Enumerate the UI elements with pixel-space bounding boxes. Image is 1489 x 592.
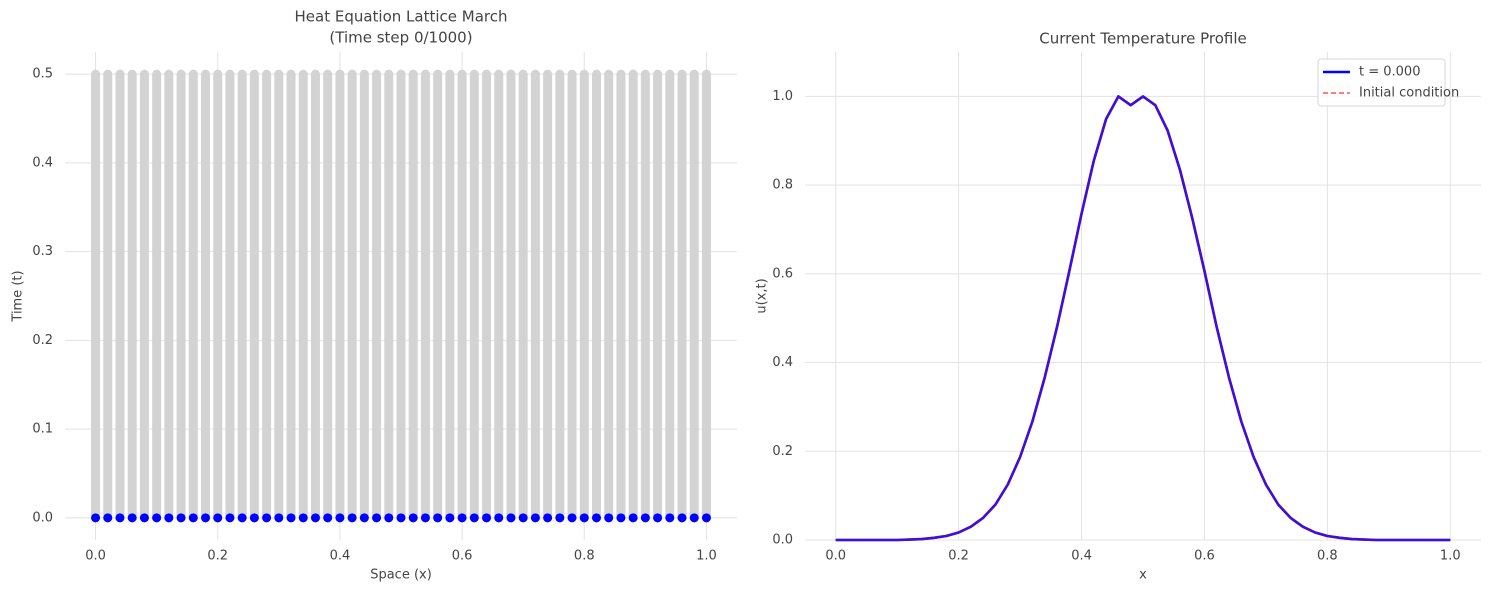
current-point <box>274 513 284 523</box>
y-axis-label: Time (t) <box>11 270 26 322</box>
current-point <box>347 513 357 523</box>
current-point <box>567 513 577 523</box>
current-point <box>201 513 211 523</box>
chart-title: Current Temperature Profile <box>1039 30 1247 48</box>
current-point <box>628 513 638 523</box>
lattice-columns <box>91 69 711 523</box>
current-point <box>604 513 614 523</box>
x-tick-label: 1.0 <box>1440 549 1461 564</box>
current-point <box>653 513 663 523</box>
current-point <box>396 513 406 523</box>
x-tick-label: 0.6 <box>1194 549 1215 564</box>
x-tick-label: 0.2 <box>207 549 228 564</box>
x-tick-label: 0.0 <box>825 549 846 564</box>
temperature-profile-chart: 0.0 0.2 0.4 0.6 0.8 1.0 0.0 0.2 0.4 0.6 0.8 1.0 Curr… <box>755 30 1481 583</box>
y-tick-label: 0.2 <box>772 444 793 459</box>
current-point <box>262 513 272 523</box>
current-point <box>420 513 430 523</box>
current-point <box>359 513 369 523</box>
y-tick-label: 0.2 <box>32 333 53 348</box>
chart-title: Heat Equation Lattice March <box>295 8 508 26</box>
y-tick-label: 0.5 <box>32 67 53 82</box>
lattice-march-chart: 0.0 0.2 0.4 0.6 0.8 1.0 0.0 0.1 0.2 0.3 0.4 0.5 Heat… <box>11 8 737 583</box>
current-point <box>213 513 223 523</box>
profile-overlap-line <box>835 95 1451 542</box>
current-point <box>677 513 687 523</box>
y-tick-label: 0.3 <box>32 244 53 259</box>
current-point <box>579 513 589 523</box>
legend: t = 0.000 Initial condition <box>1317 58 1459 107</box>
y-tick-label: 0.0 <box>772 533 793 548</box>
current-point <box>176 513 186 523</box>
grid-lines <box>805 52 1481 541</box>
current-point <box>372 513 382 523</box>
current-point <box>91 513 101 523</box>
current-point <box>164 513 174 523</box>
x-tick-label: 0.8 <box>1317 549 1338 564</box>
current-point <box>115 513 125 523</box>
x-tick-label: 0.8 <box>574 549 595 564</box>
current-point <box>103 513 113 523</box>
y-tick-label: 1.0 <box>772 89 793 104</box>
current-point <box>188 513 198 523</box>
x-axis-label: Space (x) <box>370 568 432 583</box>
x-tick-label: 0.6 <box>452 549 473 564</box>
y-tick-label: 0.6 <box>772 266 793 281</box>
current-point <box>530 513 540 523</box>
x-tick-label: 0.0 <box>85 549 106 564</box>
current-point <box>127 513 137 523</box>
current-point <box>482 513 492 523</box>
current-time-row <box>91 513 711 523</box>
current-point <box>237 513 247 523</box>
chart-title: (Time step 0/1000) <box>329 29 472 47</box>
current-point <box>433 513 443 523</box>
current-point <box>518 513 528 523</box>
legend-label: Initial condition <box>1359 86 1459 101</box>
current-point <box>543 513 553 523</box>
current-point <box>555 513 565 523</box>
x-tick-label: 0.4 <box>330 549 351 564</box>
legend-label: t = 0.000 <box>1359 65 1420 80</box>
current-point <box>310 513 320 523</box>
current-point <box>408 513 418 523</box>
y-tick-label: 0.0 <box>32 510 53 525</box>
current-point <box>335 513 345 523</box>
current-point <box>701 513 711 523</box>
current-point <box>591 513 601 523</box>
x-tick-label: 0.2 <box>948 549 969 564</box>
y-tick-label: 0.1 <box>32 422 53 437</box>
current-point <box>689 513 699 523</box>
current-point <box>494 513 504 523</box>
y-axis-label: u(x,t) <box>755 278 770 313</box>
current-point <box>139 513 149 523</box>
x-tick-label: 1.0 <box>696 549 717 564</box>
y-tick-label: 0.8 <box>772 178 793 193</box>
current-point <box>225 513 235 523</box>
x-tick-label: 0.4 <box>1071 549 1092 564</box>
initial-condition-line <box>835 95 1451 541</box>
current-point <box>457 513 467 523</box>
current-point <box>665 513 675 523</box>
current-point <box>469 513 479 523</box>
current-point <box>323 513 333 523</box>
current-point <box>640 513 650 523</box>
current-point <box>152 513 162 523</box>
current-point <box>616 513 626 523</box>
x-axis-label: x <box>1139 568 1147 583</box>
current-point <box>506 513 516 523</box>
current-point <box>249 513 259 523</box>
current-profile-line <box>835 95 1451 542</box>
y-tick-label: 0.4 <box>772 355 793 370</box>
current-point <box>286 513 296 523</box>
current-point <box>298 513 308 523</box>
current-point <box>445 513 455 523</box>
y-tick-label: 0.4 <box>32 155 53 170</box>
current-point <box>384 513 394 523</box>
